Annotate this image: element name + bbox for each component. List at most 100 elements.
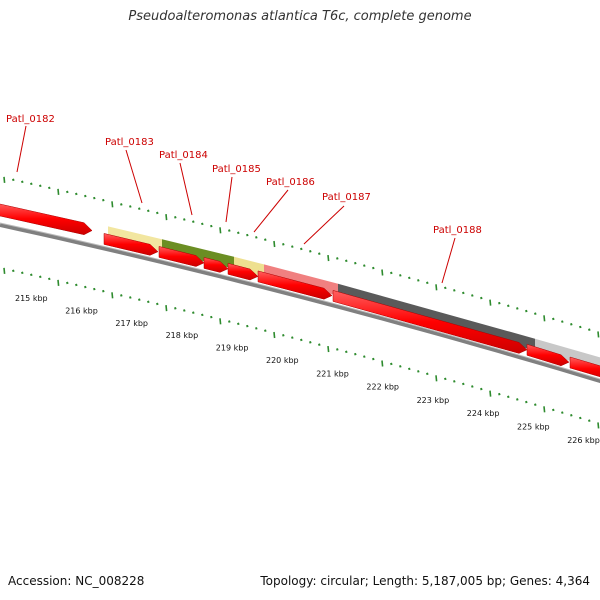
gene-label: Patl_0184	[159, 150, 208, 161]
minor-tick	[462, 291, 465, 295]
gene-leader-line	[441, 237, 456, 284]
minor-tick	[498, 301, 501, 305]
gene-leader-line	[303, 205, 345, 245]
minor-tick	[282, 334, 285, 337]
minor-tick	[480, 296, 483, 300]
gene-leader-line	[253, 189, 289, 233]
minor-tick	[120, 203, 123, 206]
minor-tick	[345, 350, 348, 354]
minor-tick	[516, 307, 519, 310]
minor-tick	[345, 259, 348, 263]
minor-tick	[183, 309, 186, 312]
minor-tick	[480, 387, 483, 391]
major-tick	[165, 214, 168, 221]
major-tick	[57, 279, 60, 286]
minor-tick	[318, 252, 321, 255]
major-tick	[57, 188, 60, 195]
minor-tick	[138, 207, 141, 210]
major-tick	[381, 360, 384, 367]
minor-tick	[102, 289, 105, 293]
minor-tick	[336, 257, 339, 260]
minor-tick	[138, 298, 141, 301]
cds-arrow	[569, 356, 600, 378]
minor-tick	[201, 313, 204, 317]
minor-tick	[48, 277, 51, 281]
minor-tick	[84, 285, 87, 289]
minor-tick	[399, 365, 402, 368]
minor-tick	[192, 220, 195, 223]
major-tick	[327, 345, 330, 353]
minor-tick	[129, 296, 132, 299]
minor-tick	[417, 370, 420, 373]
minor-tick	[552, 408, 555, 412]
tick-label: 219 kbp	[216, 344, 249, 353]
minor-tick	[201, 222, 204, 226]
minor-tick	[426, 372, 429, 376]
major-tick	[381, 269, 384, 276]
tick-label: 216 kbp	[65, 306, 98, 315]
minor-tick	[183, 218, 186, 221]
minor-tick	[570, 323, 573, 326]
minor-tick	[291, 336, 294, 339]
minor-tick	[444, 377, 447, 381]
gene-label: Patl_0186	[266, 177, 315, 188]
minor-tick	[453, 289, 456, 292]
minor-tick	[516, 398, 519, 401]
gene-leader-line	[125, 149, 143, 204]
major-tick	[435, 284, 438, 291]
minor-tick	[264, 329, 267, 332]
minor-tick	[588, 419, 591, 422]
minor-tick	[417, 279, 420, 282]
tick-label: 217 kbp	[115, 319, 148, 328]
minor-tick	[84, 194, 87, 198]
minor-tick	[246, 324, 249, 328]
backbone-highlight	[0, 222, 600, 380]
major-tick	[597, 422, 600, 429]
minor-tick	[120, 294, 123, 297]
tick-label: 225 kbp	[517, 423, 550, 432]
minor-tick	[579, 325, 582, 329]
tick-label: 222 kbp	[366, 383, 399, 392]
minor-tick	[282, 243, 285, 246]
major-tick	[597, 331, 600, 338]
minor-tick	[300, 338, 303, 342]
map-title: Pseudoalteromonas atlantica T6c, complet…	[128, 9, 472, 24]
minor-tick	[408, 276, 411, 280]
minor-tick	[93, 287, 96, 291]
minor-tick	[174, 216, 177, 219]
minor-tick	[237, 322, 240, 326]
minor-tick	[309, 341, 312, 344]
major-tick	[3, 176, 6, 183]
minor-tick	[12, 178, 15, 182]
minor-tick	[12, 269, 15, 273]
minor-tick	[372, 357, 375, 361]
minor-tick	[228, 320, 231, 323]
tick-label: 221 kbp	[316, 369, 349, 378]
major-tick	[111, 201, 114, 208]
minor-tick	[174, 307, 177, 310]
tick-label: 224 kbp	[467, 409, 500, 418]
minor-tick	[588, 328, 591, 331]
major-tick	[543, 406, 546, 413]
major-tick	[489, 299, 492, 306]
minor-tick	[237, 231, 240, 235]
major-tick	[273, 240, 276, 248]
minor-tick	[354, 352, 357, 356]
minor-tick	[93, 196, 96, 200]
minor-tick	[309, 250, 312, 253]
minor-tick	[525, 309, 528, 313]
feature-segment	[234, 256, 264, 277]
inner-tick-ring	[3, 267, 600, 429]
cds-arrow	[332, 290, 528, 354]
minor-tick	[570, 414, 573, 417]
minor-tick	[534, 312, 537, 315]
minor-tick	[363, 264, 366, 267]
outer-tick-ring	[3, 176, 600, 338]
minor-tick	[534, 403, 537, 406]
cds-arrow	[103, 233, 159, 256]
minor-tick	[246, 233, 249, 237]
minor-tick	[579, 416, 582, 420]
major-tick	[3, 267, 6, 274]
genome-summary-text: Topology: circular; Length: 5,187,005 bp…	[260, 574, 590, 588]
gene-label: Patl_0182	[6, 114, 55, 125]
